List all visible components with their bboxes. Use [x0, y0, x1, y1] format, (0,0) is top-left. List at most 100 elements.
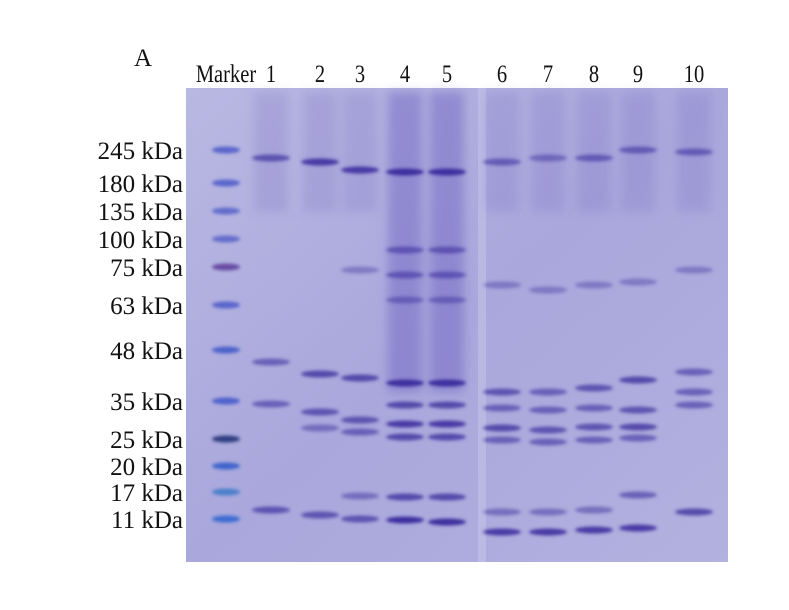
- mw-label: 100 kDa: [98, 227, 183, 254]
- band: [341, 515, 379, 523]
- band: [212, 146, 240, 154]
- band: [386, 516, 424, 524]
- band: [428, 518, 466, 526]
- mw-label: 180 kDa: [98, 171, 183, 198]
- band: [575, 526, 613, 534]
- band: [529, 508, 567, 516]
- band: [252, 358, 290, 366]
- band: [483, 528, 521, 536]
- band: [301, 408, 339, 416]
- band: [212, 397, 240, 405]
- lane-label: 10: [684, 60, 704, 87]
- band: [428, 379, 466, 387]
- band: [529, 528, 567, 536]
- band: [428, 401, 466, 409]
- band: [386, 493, 424, 501]
- band: [212, 179, 240, 187]
- band: [252, 400, 290, 408]
- mw-label: 25 kDa: [110, 427, 183, 454]
- lane-smear: [485, 92, 519, 212]
- band: [675, 266, 713, 274]
- band: [529, 388, 567, 396]
- band: [341, 266, 379, 274]
- band: [483, 508, 521, 516]
- mw-label: 135 kDa: [98, 199, 183, 226]
- lane-label: 7: [543, 60, 553, 87]
- band: [529, 154, 567, 162]
- band: [529, 406, 567, 414]
- band: [386, 401, 424, 409]
- lane-label: 4: [400, 60, 411, 87]
- gel-seam: [478, 88, 486, 562]
- band: [212, 435, 240, 443]
- mw-label: 20 kDa: [110, 454, 183, 481]
- mw-label: 11 kDa: [111, 507, 183, 534]
- band: [575, 154, 613, 162]
- lane-label: 3: [355, 60, 365, 87]
- band: [619, 524, 657, 532]
- band: [675, 368, 713, 376]
- band: [428, 271, 466, 279]
- band: [301, 424, 339, 432]
- lane-smear: [531, 92, 565, 212]
- band: [386, 379, 424, 387]
- lane-label: 5: [442, 60, 452, 87]
- band: [212, 488, 240, 496]
- band: [341, 428, 379, 436]
- band: [386, 433, 424, 441]
- band: [341, 492, 379, 500]
- band: [386, 296, 424, 304]
- band: [619, 434, 657, 442]
- band: [212, 207, 240, 215]
- mw-label: 63 kDa: [110, 293, 183, 320]
- band: [301, 370, 339, 378]
- mw-label: 17 kDa: [110, 480, 183, 507]
- band: [619, 491, 657, 499]
- band: [575, 506, 613, 514]
- band: [252, 154, 290, 162]
- band: [483, 281, 521, 289]
- mw-label: 48 kDa: [110, 338, 183, 365]
- band: [212, 263, 240, 271]
- band: [483, 404, 521, 412]
- band: [428, 296, 466, 304]
- band: [341, 374, 379, 382]
- band: [619, 278, 657, 286]
- band: [483, 436, 521, 444]
- band: [341, 166, 379, 174]
- lane-label: 9: [633, 60, 643, 87]
- band: [575, 423, 613, 431]
- lane-label: 6: [497, 60, 507, 87]
- band: [483, 424, 521, 432]
- band: [675, 508, 713, 516]
- band: [212, 346, 240, 354]
- band: [212, 515, 240, 523]
- lane-smear: [254, 92, 288, 212]
- band: [428, 433, 466, 441]
- band: [529, 438, 567, 446]
- panel-label: A: [134, 45, 152, 72]
- lane-smear: [577, 92, 611, 212]
- band: [428, 246, 466, 254]
- lane-smear: [303, 92, 337, 212]
- band: [675, 401, 713, 409]
- band: [675, 148, 713, 156]
- mw-label: 35 kDa: [110, 389, 183, 416]
- band: [428, 420, 466, 428]
- mw-label: 245 kDa: [98, 138, 183, 165]
- band: [301, 158, 339, 166]
- lane-smear: [343, 92, 377, 212]
- band: [483, 388, 521, 396]
- band: [619, 423, 657, 431]
- band: [529, 426, 567, 434]
- band: [675, 388, 713, 396]
- band: [428, 493, 466, 501]
- band: [301, 511, 339, 519]
- band: [428, 168, 466, 176]
- band: [529, 286, 567, 294]
- lane-smear: [388, 92, 422, 392]
- band: [386, 246, 424, 254]
- band: [212, 462, 240, 470]
- band: [252, 506, 290, 514]
